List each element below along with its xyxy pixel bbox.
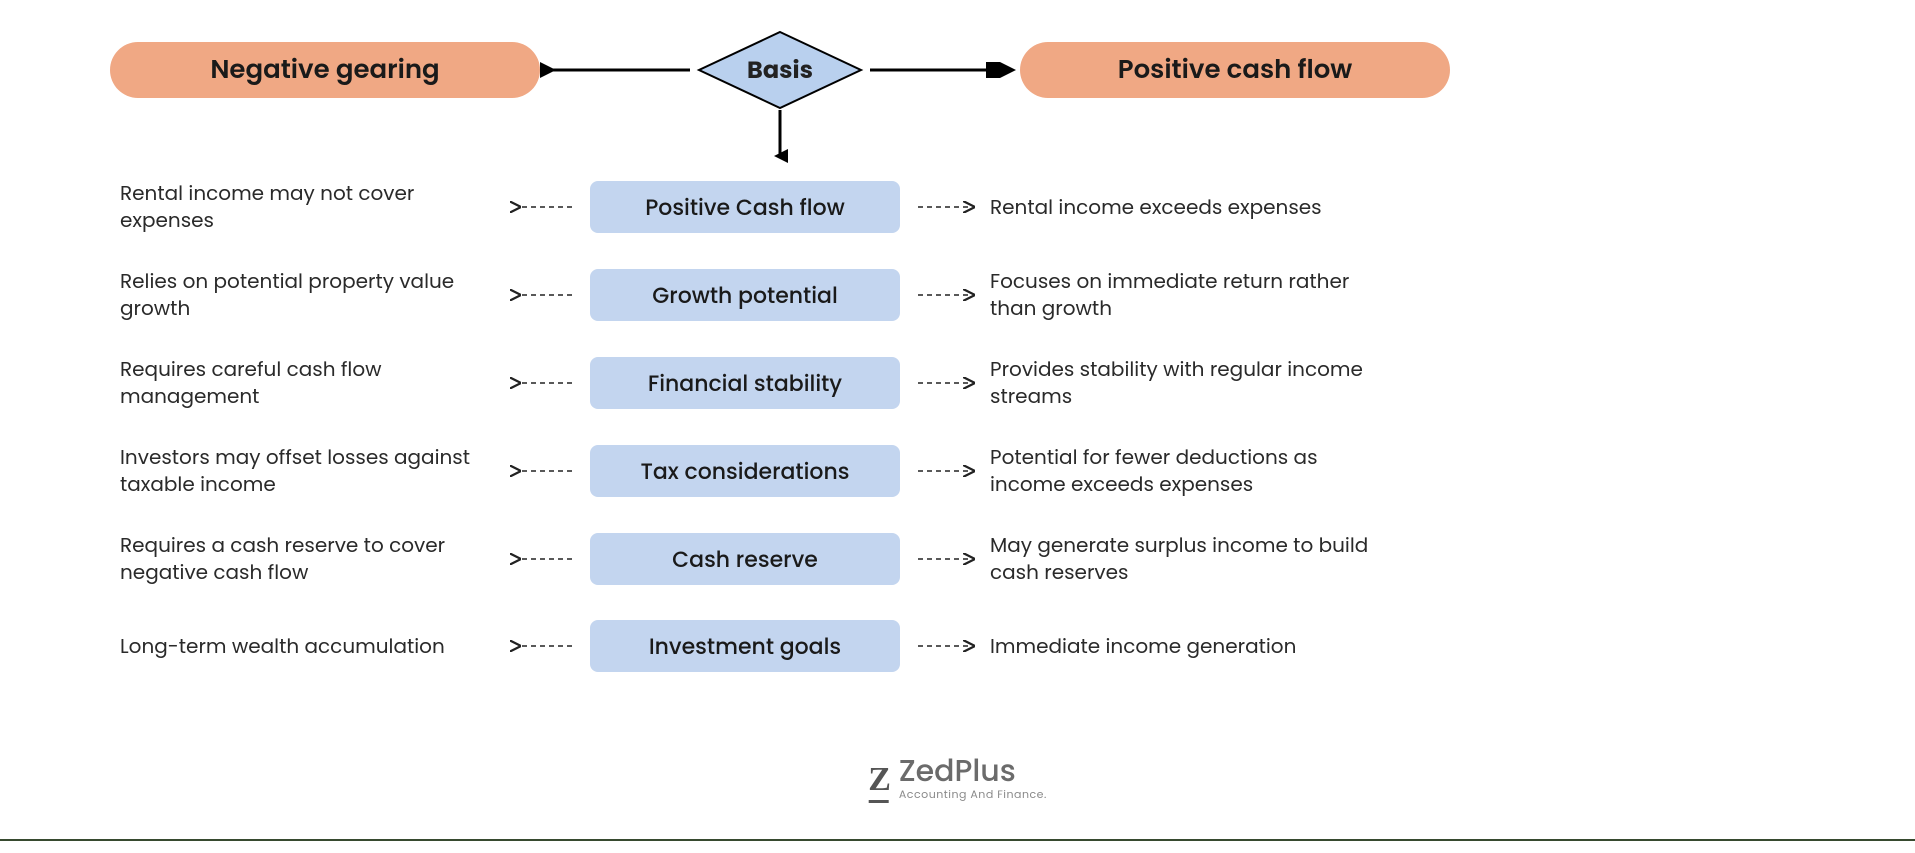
dashed-arrow-left-icon [510,549,580,569]
dashed-arrow-left-icon [510,636,580,656]
dashed-arrow-left-icon [510,197,580,217]
negative-gearing-text: Rental income may not cover expenses [80,180,500,234]
positive-cashflow-text: Provides stability with regular income s… [990,356,1410,410]
dashed-arrow-right-icon [910,373,980,393]
basis-box: Investment goals [590,620,900,672]
positive-cashflow-text: Rental income exceeds expenses [990,194,1410,221]
arrow-left-solid [540,62,700,78]
basis-box: Positive Cash flow [590,181,900,233]
comparison-row: Relies on potential property value growt… [80,268,1480,322]
brand-mark-icon: Z [868,761,889,799]
comparison-row: Requires careful cash flow management Fin… [80,356,1480,410]
comparison-row: Long-term wealth accumulation Investment … [80,620,1480,672]
basis-box: Cash reserve [590,533,900,585]
positive-cashflow-title: Positive cash flow [1118,51,1352,90]
basis-label: Cash reserve [672,543,818,576]
arrow-down-solid [772,108,788,166]
diagram-frame: Negative gearing Basis Positive cash flo… [80,30,1480,706]
negative-gearing-text: Requires a cash reserve to cover negativ… [80,532,500,586]
basis-diamond: Basis [695,30,865,110]
basis-label: Investment goals [649,630,841,663]
negative-gearing-text: Relies on potential property value growt… [80,268,500,322]
brand-tagline: Accounting And Finance. [899,786,1047,803]
comparison-rows: Rental income may not cover expenses Posi… [80,180,1480,672]
dashed-arrow-right-icon [910,461,980,481]
dashed-arrow-left-icon [510,285,580,305]
negative-gearing-pill: Negative gearing [110,42,540,98]
basis-label: Financial stability [648,367,842,400]
dashed-arrow-left-icon [510,373,580,393]
header-row: Negative gearing Basis Positive cash flo… [80,30,1480,120]
bottom-rule [0,839,1915,841]
comparison-row: Rental income may not cover expenses Posi… [80,180,1480,234]
brand-text: ZedPlus Accounting And Finance. [899,756,1047,803]
negative-gearing-text: Investors may offset losses against taxa… [80,444,500,498]
dashed-arrow-right-icon [910,549,980,569]
dashed-arrow-right-icon [910,636,980,656]
basis-label: Tax considerations [640,455,849,488]
basis-label: Positive Cash flow [645,191,845,224]
comparison-row: Requires a cash reserve to cover negativ… [80,532,1480,586]
basis-box: Financial stability [590,357,900,409]
brand-name: ZedPlus [899,756,1047,786]
brand-logo: Z ZedPlus Accounting And Finance. [868,756,1047,803]
positive-cashflow-pill: Positive cash flow [1020,42,1450,98]
negative-gearing-text: Long-term wealth accumulation [80,633,500,660]
dashed-arrow-left-icon [510,461,580,481]
basis-label: Growth potential [652,279,838,312]
dashed-arrow-right-icon [910,285,980,305]
positive-cashflow-text: Immediate income generation [990,633,1410,660]
comparison-row: Investors may offset losses against taxa… [80,444,1480,498]
positive-cashflow-text: Focuses on immediate return rather than … [990,268,1410,322]
dashed-arrow-right-icon [910,197,980,217]
basis-box: Tax considerations [590,445,900,497]
positive-cashflow-text: May generate surplus income to build cas… [990,532,1410,586]
negative-gearing-text: Requires careful cash flow management [80,356,500,410]
negative-gearing-title: Negative gearing [210,51,439,90]
basis-title: Basis [747,53,813,88]
basis-box: Growth potential [590,269,900,321]
arrow-right-solid [860,62,1020,78]
positive-cashflow-text: Potential for fewer deductions as income… [990,444,1410,498]
